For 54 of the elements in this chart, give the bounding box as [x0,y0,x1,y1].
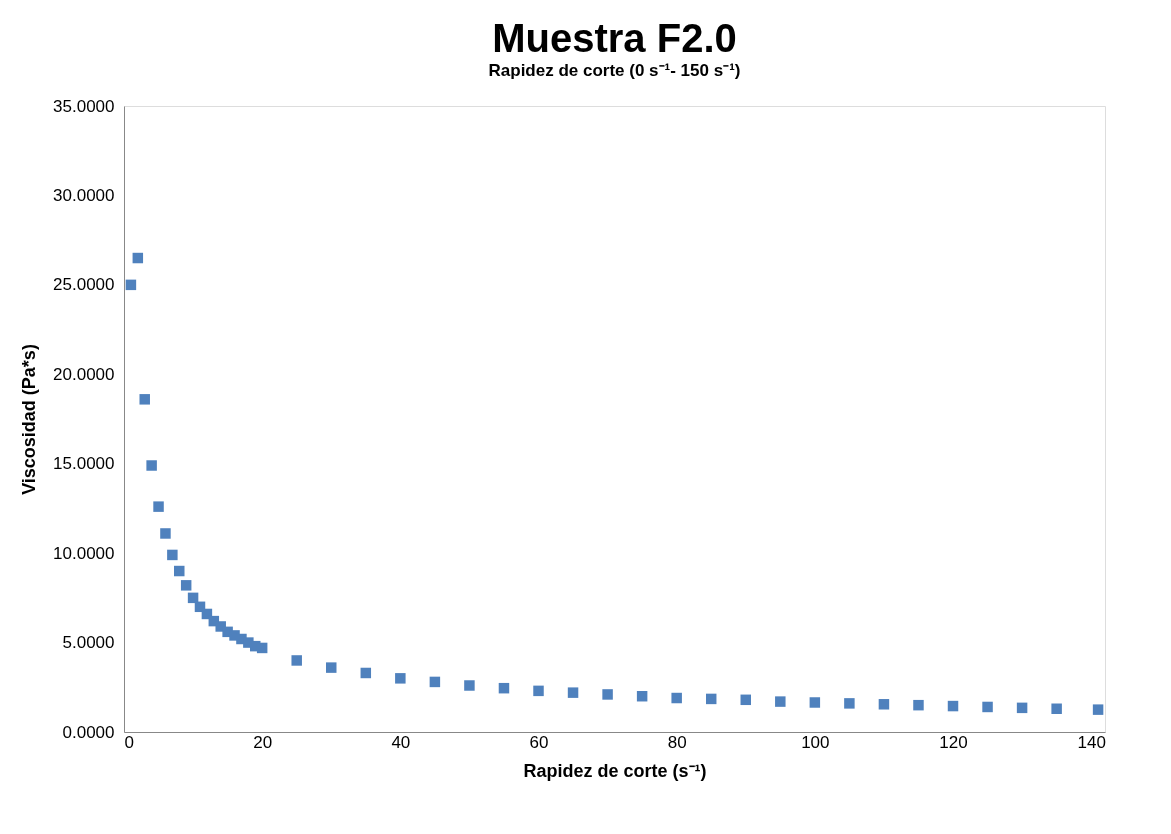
point [360,667,372,679]
point [125,279,137,291]
point [602,689,613,700]
point [464,680,475,691]
point [671,692,682,704]
x-tick-label: 20 [253,732,273,752]
point [844,698,855,709]
point [291,655,302,666]
point [705,693,717,705]
y-tick-label: 0.0000 [62,722,115,742]
x-tick-label: 0 [124,732,134,752]
point [256,642,268,654]
point [982,701,993,713]
point [167,549,178,561]
point [636,690,648,702]
point [533,685,544,697]
point [567,687,579,698]
y-tick-label: 15.0000 [53,454,115,474]
y-tick-label: 20.0000 [53,364,115,384]
point [947,700,959,712]
point [132,252,144,264]
point [395,673,406,684]
point [809,697,821,708]
y-axis-title: Viscosidad (Pa*s) [19,344,40,495]
y-tick-label: 25.0000 [53,275,115,295]
x-tick-label: 120 [939,732,968,752]
point [1051,703,1062,714]
point [429,676,441,688]
point [160,528,171,539]
x-tick-label: 80 [667,732,687,752]
point [153,501,164,512]
x-tick-label: 140 [1077,732,1106,752]
x-tick-label: 60 [529,732,549,752]
point [878,699,890,710]
y-tick-label: 10.0000 [53,543,115,563]
y-tick-label: 5.0000 [62,633,115,653]
point [740,694,751,706]
x-axis-title: Rapidez de corte (s⁻¹) [523,760,707,781]
y-tick-label: 30.0000 [53,185,115,205]
x-tick-label: 100 [801,732,830,752]
chart-title: Muestra F2.0 [492,16,737,60]
point [146,460,157,471]
y-tick-label: 35.0000 [53,96,115,116]
point [139,394,150,405]
chart-subtitle: Rapidez de corte (0 s⁻¹- 150 s⁻¹) [488,61,741,80]
point [913,699,924,711]
point [775,696,786,707]
point [1092,704,1104,715]
x-tick-label: 40 [391,732,411,752]
point [1016,702,1028,714]
point [498,682,510,694]
point [326,662,337,673]
point [180,580,192,591]
point [174,565,185,577]
